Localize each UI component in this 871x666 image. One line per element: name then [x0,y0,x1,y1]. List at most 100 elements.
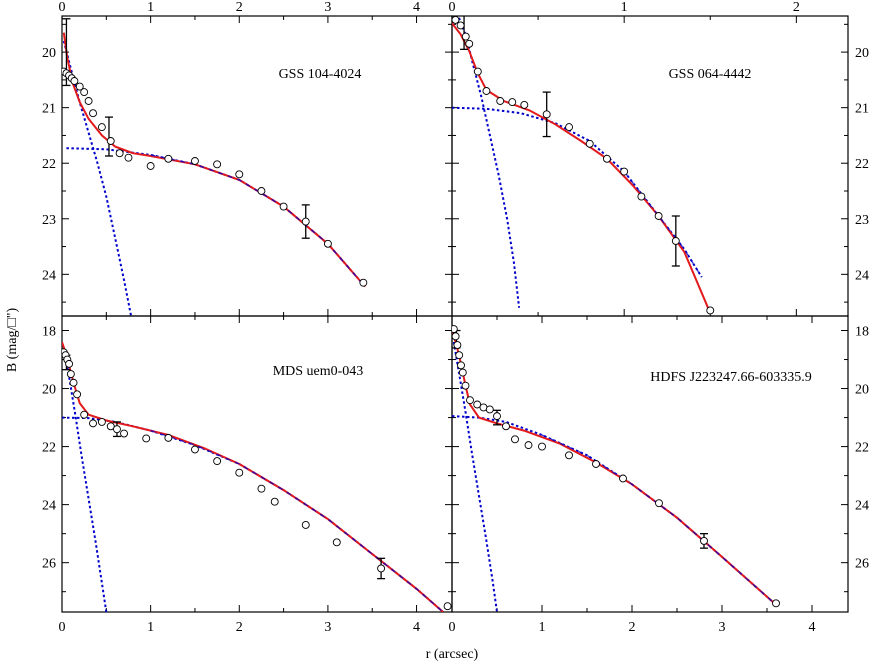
data-point [461,381,470,390]
bulge-component-line [457,16,521,308]
data-point [191,445,199,454]
data-point [619,474,627,483]
data-point [482,87,491,95]
data-point [706,306,715,315]
data-point [603,154,611,163]
panel-title: GSS 104-4024 [279,67,362,82]
data-point [511,435,519,444]
panel-frame [451,315,849,613]
data-point [257,484,266,493]
y-tick-label-right: 21 [855,102,869,117]
data-point [257,187,266,195]
plot-area [452,325,780,612]
y-tick-label-right: 22 [855,441,869,456]
data-point [146,162,155,170]
disk-component-line [66,147,366,288]
x-tick-label-top: 3 [324,0,331,15]
plot-area [62,18,368,316]
data-point [654,212,663,220]
data-point [235,468,244,477]
x-tick-label-top: 0 [59,0,66,15]
disk-overlay-line [150,154,366,288]
data-point [671,237,680,245]
data-point [538,442,546,451]
data-point [585,139,594,148]
data-point [106,422,115,431]
y-tick-label-left: 24 [42,499,56,514]
panel-2: 0 1 2 20 21 22 23 24 GSS 064-4442 [449,0,869,317]
x-tick-label-bottom: 1 [539,620,546,635]
data-point [455,351,464,360]
data-point [84,97,93,105]
x-tick-label-top: 1 [621,0,628,15]
data-point [466,396,474,405]
data-point [120,429,128,438]
data-point [332,538,341,547]
data-point [97,123,106,132]
y-tick-label-right: 26 [855,557,869,572]
data-point [493,412,501,421]
error-bar [104,116,113,157]
data-point [164,154,173,163]
x-tick-label-bottom: 1 [147,620,154,635]
x-tick-label-top: 1 [147,0,154,15]
data-point [542,110,551,119]
y-tick-label-right: 23 [855,213,869,228]
y-tick-label-left: 21 [42,102,56,117]
x-tick-label-bottom: 4 [413,620,420,635]
data-point [213,457,222,466]
data-point [73,390,82,399]
x-tick-label-top: 2 [793,0,800,15]
data-point [452,325,458,334]
data-point [508,98,517,107]
data-point [592,460,600,468]
y-tick-label-left: 18 [42,325,56,340]
data-point [213,160,222,169]
data-point [142,434,151,443]
data-point [457,361,465,370]
y-tick-label-left: 20 [42,383,56,398]
bulge-component-line [62,347,108,612]
y-tick-label-left: 23 [42,213,56,228]
data-point [700,536,708,545]
y-tick-label-left: 22 [42,157,56,172]
y-tick-label-left: 22 [42,441,56,456]
data-point [443,602,452,611]
x-tick-label-bottom: 0 [59,620,66,635]
data-point [113,425,121,434]
model-fit-line [62,341,444,612]
data-point [485,405,494,414]
panel-4: 0 1 2 3 4 18 20 22 24 26 HDFS J223247.66-603335.9 [449,315,869,635]
data-point [191,157,199,165]
panel-title: GSS 064-4442 [669,67,752,82]
data-point [124,153,133,162]
x-tick-label-bottom: 4 [809,620,816,635]
data-point [452,16,460,24]
panel-3: 0 1 2 3 4 18 20 22 24 26 MDS uem0-043 [42,315,453,635]
data-point [75,82,84,91]
data-point [473,67,482,76]
data-point [235,170,244,179]
panel-frame [451,15,849,317]
data-point [301,217,310,226]
panel-frame [61,15,453,317]
data-point [465,39,474,48]
data-point [359,278,368,287]
y-tick-label-right: 24 [855,268,869,283]
data-point [772,599,780,608]
data-point [80,88,89,97]
panel-title: HDFS J223247.66-603335.9 [650,370,811,385]
data-point [453,341,462,349]
x-tick-label-top: 0 [449,0,456,15]
data-point [377,564,386,573]
data-point [565,451,573,460]
data-point [502,422,510,431]
data-point [323,239,332,248]
disk-overlay-line [623,171,703,278]
data-point [89,419,97,428]
data-point [524,441,533,450]
y-tick-label-left: 26 [42,557,56,572]
disk-overlay-line [150,429,444,612]
data-point [461,32,470,41]
